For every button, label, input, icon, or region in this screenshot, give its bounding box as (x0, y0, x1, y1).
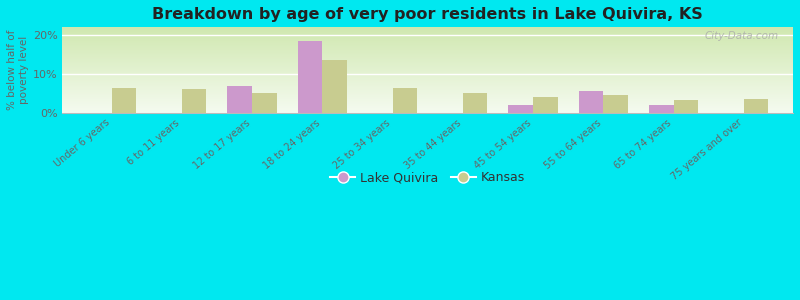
Bar (227, 85, 252, 113)
Text: City-Data.com: City-Data.com (704, 31, 778, 41)
Bar (649, 105, 674, 113)
Bar (252, 93, 277, 113)
Bar (533, 97, 558, 113)
Bar (463, 93, 487, 113)
Bar (111, 88, 136, 113)
Bar (509, 105, 533, 113)
Bar (298, 41, 322, 113)
Bar (744, 99, 769, 113)
Bar (603, 95, 628, 113)
Y-axis label: % below half of
poverty level: % below half of poverty level (7, 30, 29, 110)
Legend: Lake Quivira, Kansas: Lake Quivira, Kansas (325, 166, 530, 189)
Bar (322, 60, 347, 113)
Bar (182, 89, 206, 113)
Title: Breakdown by age of very poor residents in Lake Quivira, KS: Breakdown by age of very poor residents … (152, 7, 703, 22)
Bar (674, 100, 698, 113)
Bar (393, 88, 417, 113)
Bar (578, 92, 603, 113)
